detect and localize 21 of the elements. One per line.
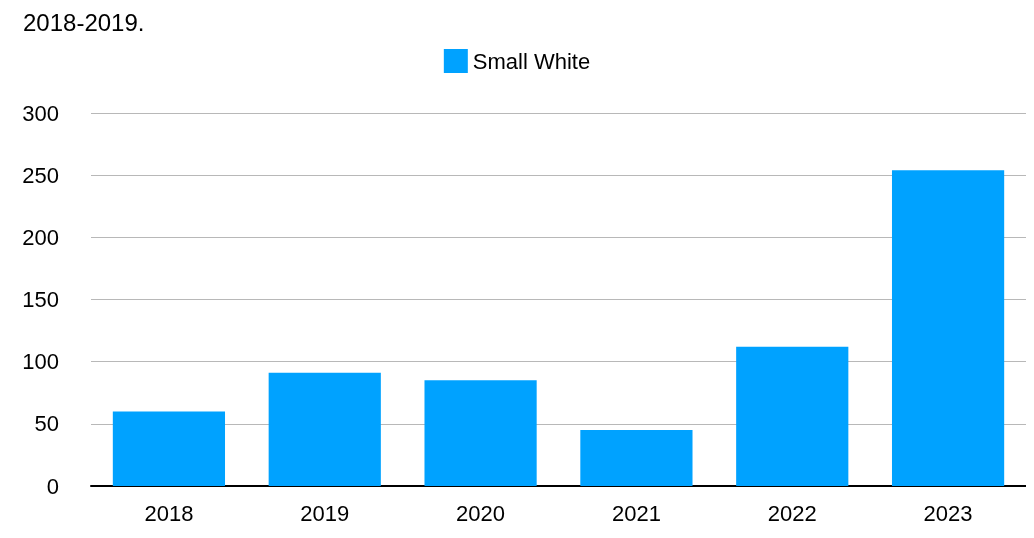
y-tick-label: 250	[22, 162, 59, 188]
bar	[891, 170, 1005, 486]
y-tick-label: 300	[22, 100, 59, 126]
x-tick-label: 2022	[767, 500, 817, 526]
bar	[112, 411, 226, 486]
legend-label: Small White	[472, 48, 591, 74]
x-tick-label: 2019	[300, 500, 350, 526]
y-tick-label: 200	[22, 224, 59, 250]
y-tick-label: 150	[22, 287, 59, 312]
x-tick-label: 2018	[144, 500, 194, 526]
text: 2018-2019.	[23, 8, 145, 36]
y-tick-label: 0	[46, 473, 59, 499]
x-tick-label: 2023	[923, 500, 973, 526]
bar	[736, 346, 849, 486]
y-tick-label: 100	[22, 349, 59, 375]
bar	[268, 372, 381, 486]
bar	[580, 430, 693, 486]
y-tick-label: 50	[34, 411, 59, 437]
x-tick-label: 2020	[456, 500, 506, 526]
x-tick-label: 2021	[611, 500, 661, 526]
bar	[424, 380, 537, 486]
